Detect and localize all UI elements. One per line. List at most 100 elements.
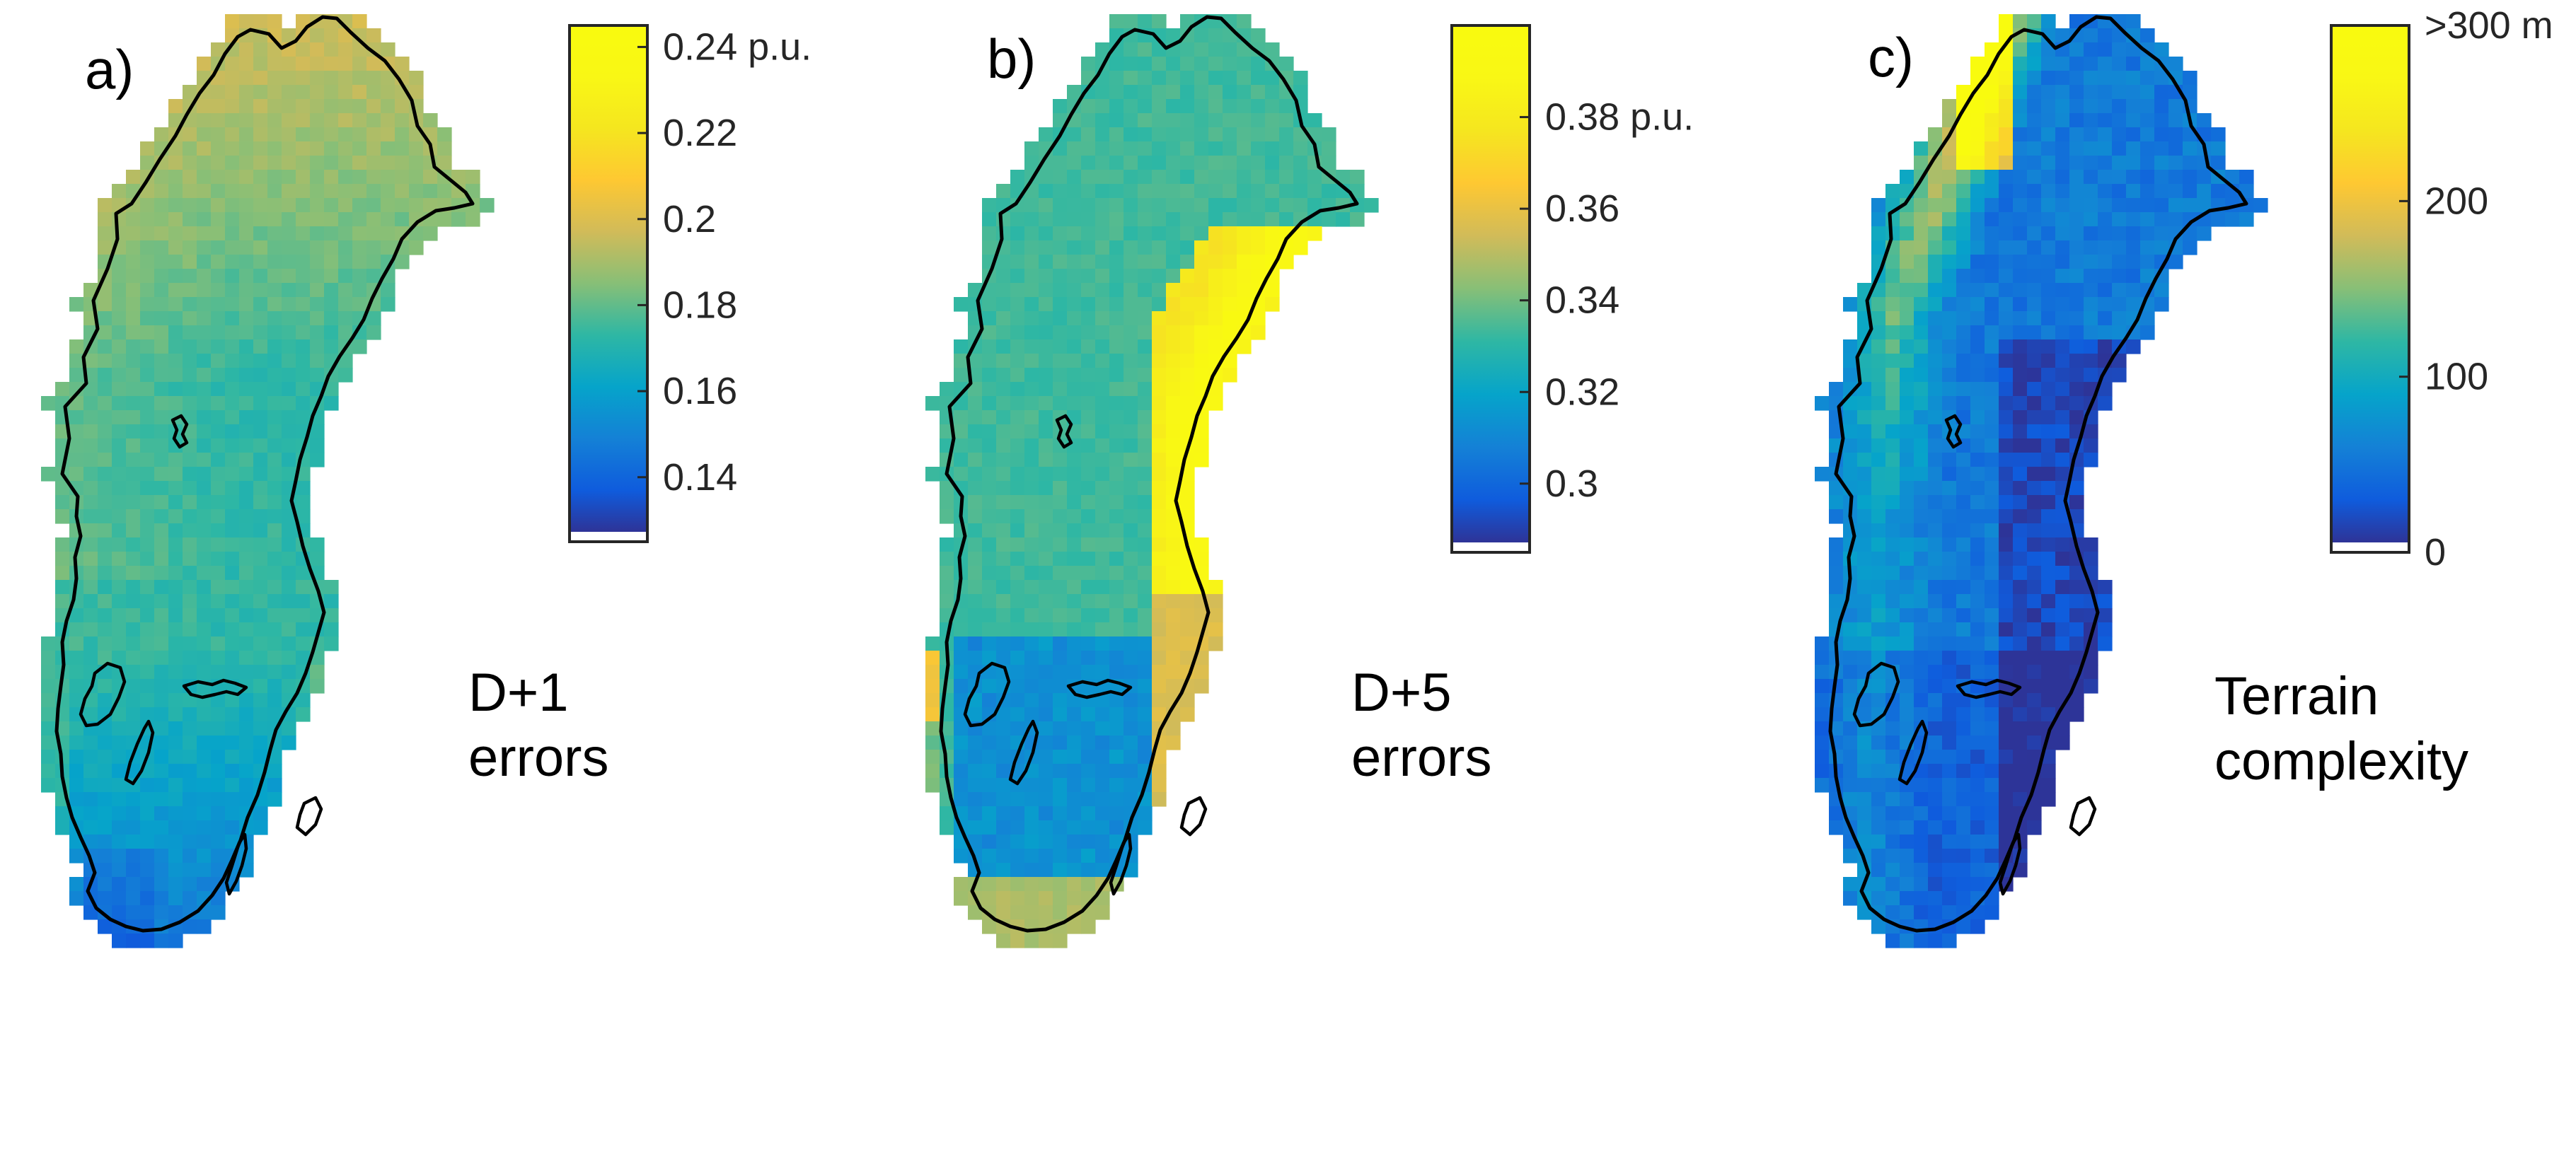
- grid-cell: [1928, 566, 1943, 581]
- grid-cell: [69, 453, 84, 467]
- grid-cell: [2126, 339, 2141, 354]
- grid-cell: [253, 820, 268, 835]
- grid-cell: [1843, 368, 1858, 383]
- grid-cell: [253, 594, 268, 609]
- grid-cell: [1871, 467, 1886, 482]
- grid-cell: [1039, 849, 1053, 864]
- grid-cell: [98, 849, 112, 864]
- grid-cell: [1053, 778, 1068, 793]
- grid-cell: [168, 269, 183, 284]
- grid-cell: [98, 382, 112, 397]
- grid-cell: [1039, 354, 1053, 368]
- grid-cell: [1067, 212, 1082, 227]
- grid-cell: [1914, 495, 1929, 510]
- grid-cell: [55, 580, 70, 595]
- grid-cell: [1095, 552, 1110, 566]
- grid-cell: [1039, 226, 1053, 241]
- grid-cell: [466, 184, 480, 199]
- grid-cell: [154, 410, 169, 425]
- grid-cell: [282, 382, 296, 397]
- grid-cell: [1985, 594, 1999, 609]
- grid-cell: [1010, 679, 1025, 694]
- grid-cell: [211, 269, 226, 284]
- grid-cell: [1067, 523, 1082, 538]
- grid-cell: [1053, 240, 1068, 255]
- grid-cell: [168, 679, 183, 694]
- grid-cell: [2112, 113, 2127, 128]
- grid-cell: [282, 354, 296, 368]
- grid-cell: [2013, 382, 2028, 397]
- grid-cell: [338, 226, 353, 241]
- grid-cell: [267, 792, 282, 807]
- grid-cell: [267, 170, 282, 185]
- grid-cell: [296, 622, 311, 637]
- grid-cell: [1081, 467, 1096, 482]
- grid-cell: [154, 170, 169, 185]
- grid-cell: [381, 283, 395, 298]
- grid-cell: [395, 170, 410, 185]
- grid-cell: [126, 453, 141, 467]
- grid-cell: [2027, 410, 2042, 425]
- grid-cell: [211, 226, 226, 241]
- grid-cell: [1152, 622, 1167, 637]
- grid-cell: [1985, 849, 1999, 864]
- grid-cell: [83, 594, 98, 609]
- grid-cell: [940, 566, 954, 581]
- grid-cell: [69, 354, 84, 368]
- grid-cell: [1885, 891, 1900, 906]
- grid-cell: [140, 325, 155, 340]
- grid-cell: [1885, 707, 1900, 722]
- grid-cell: [1095, 170, 1110, 185]
- grid-cell: [1999, 113, 2014, 128]
- grid-cell: [968, 608, 983, 623]
- grid-cell: [2098, 42, 2113, 57]
- grid-cell: [1124, 240, 1138, 255]
- grid-cell: [1166, 325, 1181, 340]
- grid-cell: [1081, 113, 1096, 128]
- grid-cell: [211, 156, 226, 170]
- grid-cell: [1024, 198, 1039, 213]
- grid-cell: [968, 905, 983, 920]
- grid-cell: [154, 240, 169, 255]
- grid-cell: [437, 212, 452, 227]
- grid-cell: [1039, 410, 1053, 425]
- grid-cell: [1039, 184, 1053, 199]
- grid-cell: [126, 792, 141, 807]
- grid-cell: [1815, 651, 1830, 665]
- grid-cell: [168, 594, 183, 609]
- grid-cell: [55, 382, 70, 397]
- grid-cell: [1914, 665, 1929, 680]
- grid-cell: [1942, 438, 1957, 453]
- grid-cell: [1815, 679, 1830, 694]
- grid-cell: [996, 283, 1011, 298]
- grid-cell: [1956, 85, 1971, 100]
- grid-cell: [982, 495, 997, 510]
- grid-cell: [41, 467, 56, 482]
- grid-cell: [2126, 14, 2141, 29]
- grid-cell: [1138, 156, 1153, 170]
- grid-cell: [239, 736, 254, 750]
- grid-cell: [168, 764, 183, 779]
- grid-cell: [1081, 622, 1096, 637]
- grid-cell: [1857, 354, 1872, 368]
- grid-cell: [183, 240, 197, 255]
- grid-cell: [1053, 269, 1068, 284]
- grid-cell: [69, 368, 84, 383]
- grid-cell: [1067, 226, 1082, 241]
- grid-cell: [1956, 594, 1971, 609]
- grid-cell: [1885, 424, 1900, 439]
- grid-cell: [211, 905, 226, 920]
- grid-cell: [2154, 99, 2169, 114]
- grid-cell: [1208, 622, 1223, 637]
- grid-cell: [1010, 354, 1025, 368]
- grid-cell: [996, 820, 1011, 835]
- grid-cell: [1095, 339, 1110, 354]
- grid-cell: [2084, 325, 2098, 340]
- grid-cell: [1279, 198, 1294, 213]
- grid-cell: [2013, 269, 2028, 284]
- grid-cell: [1885, 339, 1900, 354]
- grid-cell: [154, 877, 169, 892]
- grid-cell: [1166, 113, 1181, 128]
- grid-cell: [69, 849, 84, 864]
- grid-cell: [1067, 453, 1082, 467]
